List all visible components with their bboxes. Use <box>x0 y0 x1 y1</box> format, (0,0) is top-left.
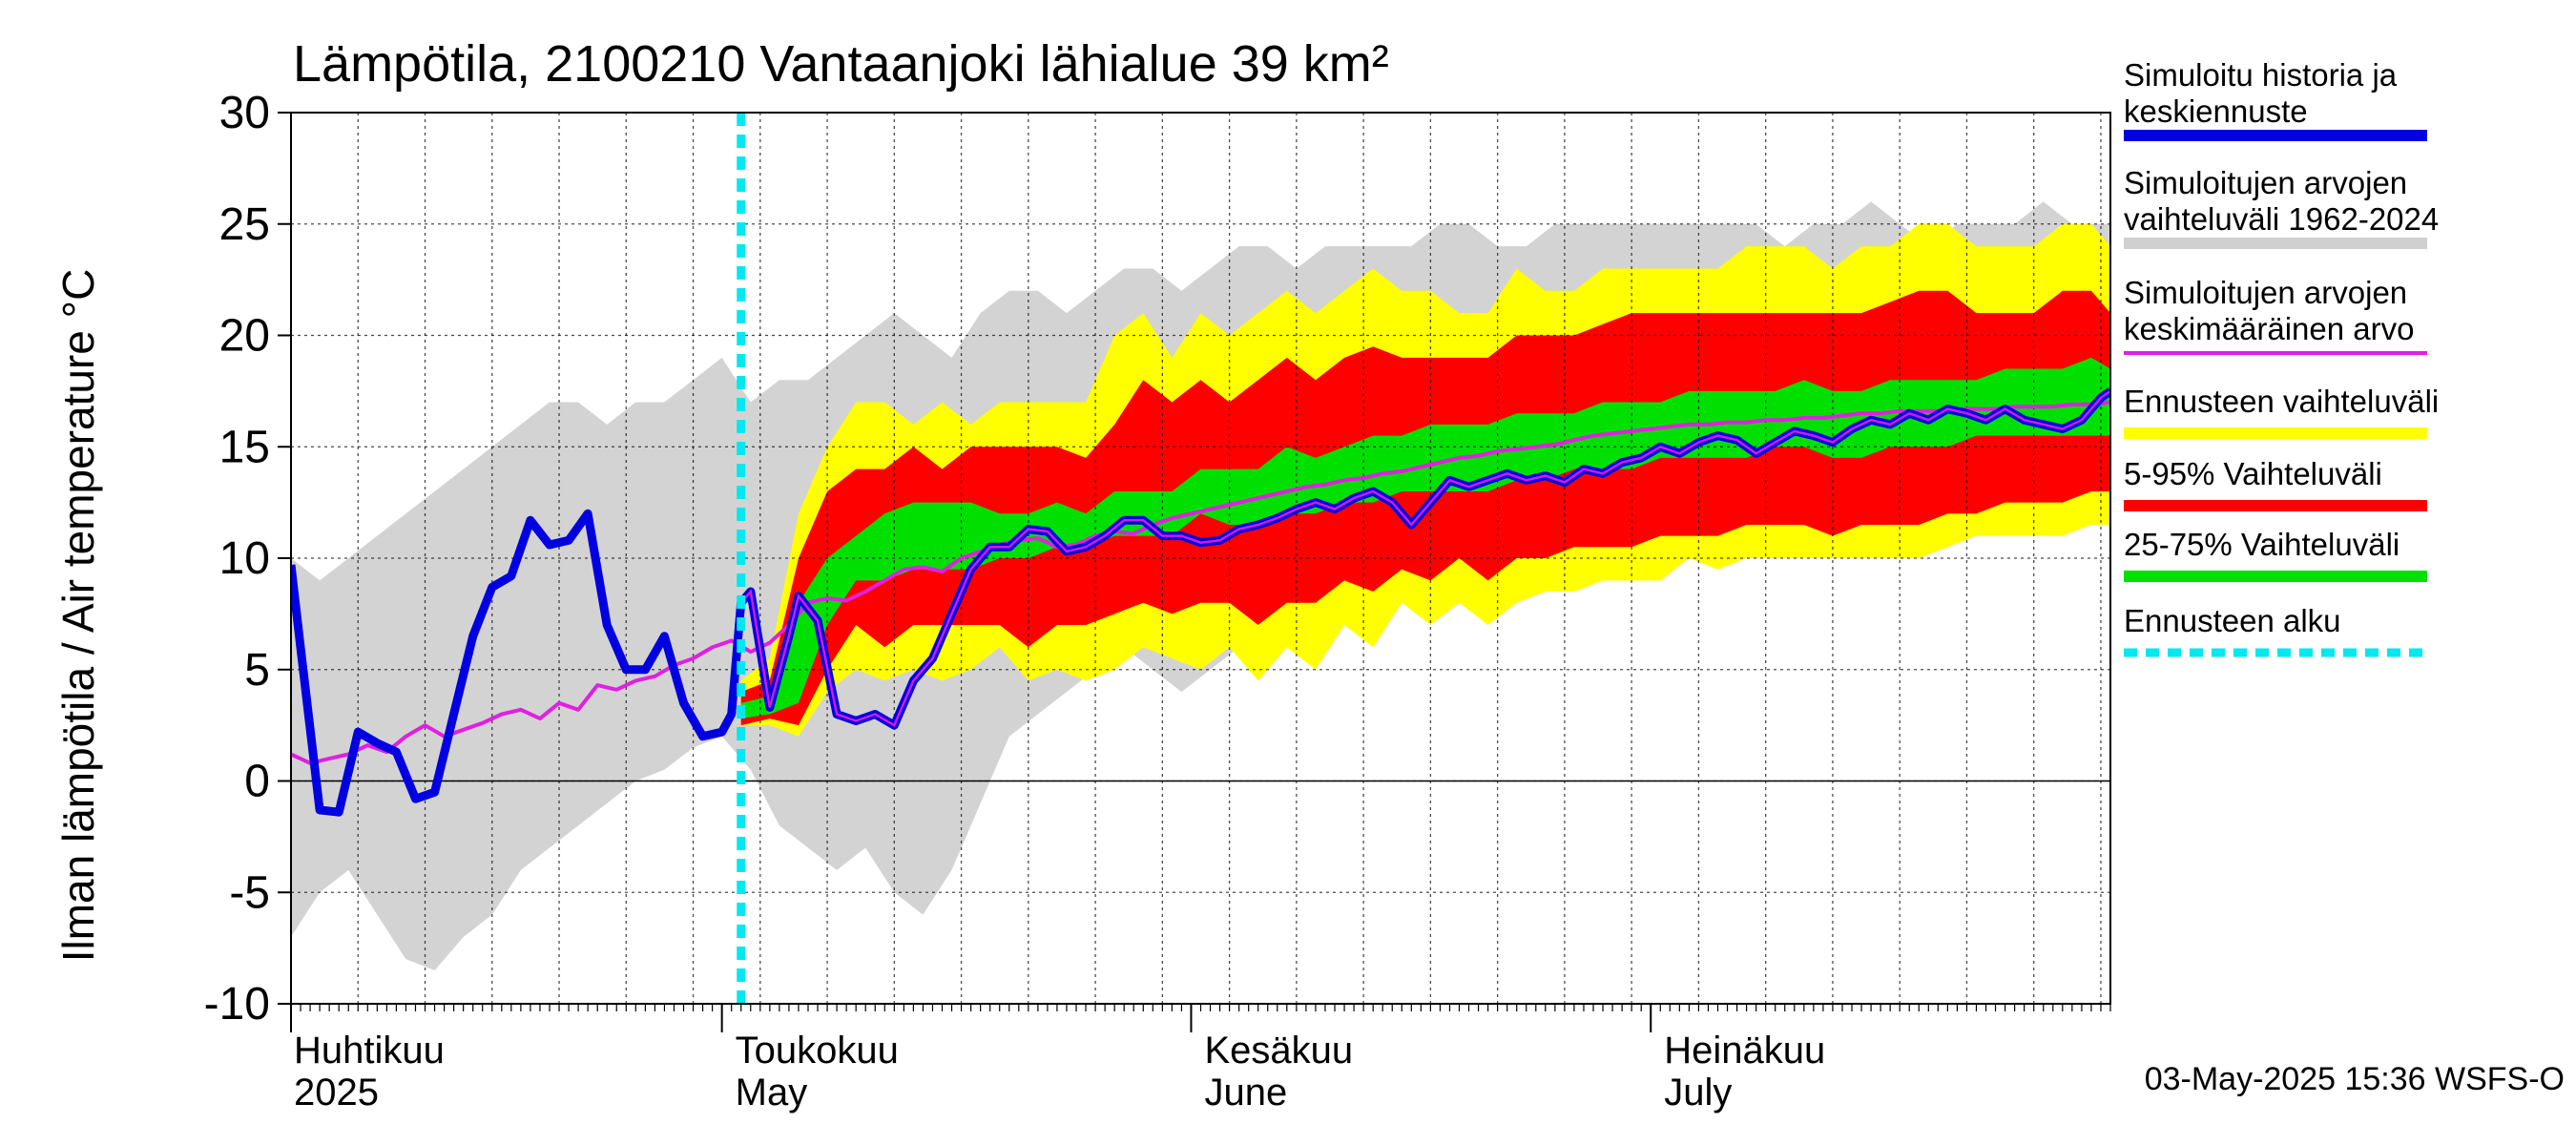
y-tick-label: 25 <box>219 199 270 250</box>
x-month-label: Toukokuu <box>736 1030 899 1072</box>
legend-label: Simuloitu historia ja <box>2124 57 2398 93</box>
mean-line <box>291 400 2110 765</box>
y-tick-label: 10 <box>219 533 270 584</box>
y-tick-label: 20 <box>219 311 270 362</box>
y-axis-label: Ilman lämpötila / Air temperature °C <box>53 269 103 963</box>
y-tick-label: 15 <box>219 422 270 472</box>
y-tick-label: 0 <box>244 757 270 807</box>
x-month-sublabel: July <box>1664 1072 1732 1114</box>
legend-label: Simuloitujen arvojen <box>2124 165 2407 200</box>
x-month-label: Kesäkuu <box>1204 1030 1353 1072</box>
plot-content <box>291 113 2110 1004</box>
legend-entry: 25-75% Vaihteluväli <box>2124 527 2427 582</box>
legend-entry: Ennusteen vaihteluväli <box>2124 384 2439 439</box>
legend-label: 5-95% Vaihteluväli <box>2124 456 2382 491</box>
y-tick-label: -5 <box>229 867 270 918</box>
x-month-sublabel: 2025 <box>294 1072 379 1114</box>
timestamp-footer: 03-May-2025 15:36 WSFS-O <box>2145 1061 2565 1097</box>
y-axis: -10 -5 0 5 10 15 20 25 30 <box>204 88 291 1030</box>
legend-entry: Ennusteen alku <box>2124 603 2427 657</box>
x-month-label: Heinäkuu <box>1664 1030 1825 1072</box>
y-tick-label: -10 <box>204 979 270 1030</box>
y-tick-label: 5 <box>244 645 270 696</box>
legend-entry: 5-95% Vaihteluväli <box>2124 456 2427 511</box>
legend-label: 25-75% Vaihteluväli <box>2124 527 2399 562</box>
legend-label: keskiennuste <box>2124 94 2308 129</box>
x-month-sublabel: May <box>736 1072 808 1114</box>
legend-label: vaihteluväli 1962-2024 <box>2124 201 2439 237</box>
legend-label: Ennusteen alku <box>2124 603 2341 638</box>
chart-title: Lämpötila, 2100210 Vantaanjoki lähialue … <box>293 35 1389 93</box>
legend-label: keskimääräinen arvo <box>2124 311 2414 346</box>
plot-area <box>290 112 2111 1005</box>
y-tick-label: 30 <box>219 88 270 138</box>
legend-label: Ennusteen vaihteluväli <box>2124 384 2439 419</box>
x-month-label: Huhtikuu <box>294 1030 445 1072</box>
legend-label: Simuloitujen arvojen <box>2124 275 2407 310</box>
grid <box>291 113 2110 1004</box>
x-month-sublabel: June <box>1204 1072 1287 1114</box>
median-overlay-line <box>739 389 2110 727</box>
legend: Simuloitu historia jakeskiennusteSimuloi… <box>2124 57 2439 657</box>
